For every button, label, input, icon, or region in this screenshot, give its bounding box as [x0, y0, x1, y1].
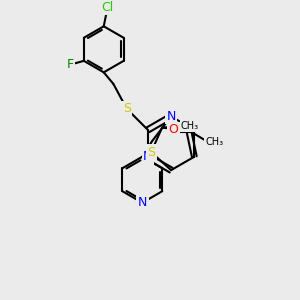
Text: N: N — [167, 110, 176, 123]
Text: CH₃: CH₃ — [181, 121, 199, 131]
Text: CH₃: CH₃ — [206, 137, 224, 147]
Text: O: O — [168, 123, 178, 136]
Text: F: F — [67, 58, 74, 71]
Text: S: S — [147, 146, 155, 159]
Text: N: N — [138, 196, 147, 209]
Text: S: S — [123, 102, 131, 115]
Text: Cl: Cl — [101, 1, 114, 13]
Text: N: N — [143, 150, 152, 163]
